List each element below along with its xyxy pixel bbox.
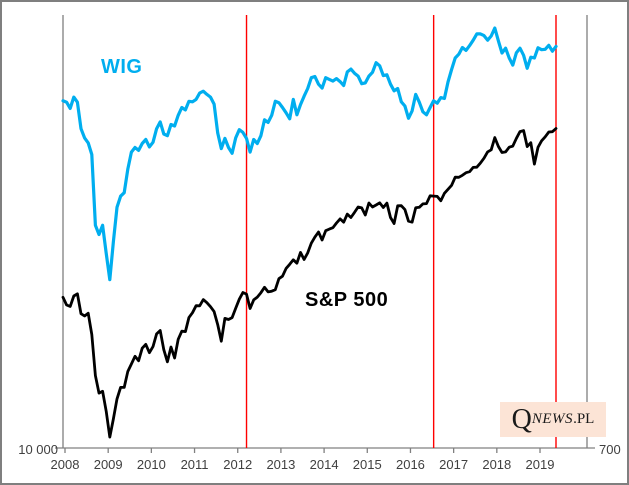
- x-tick-label: 2016: [395, 457, 425, 472]
- left-axis-min-label: 10 000: [18, 442, 58, 457]
- wig-series-label: WIG: [101, 56, 143, 78]
- qnews-watermark: Q NEWS .PL: [500, 402, 606, 437]
- qnews-watermark-q: Q: [511, 403, 532, 435]
- qnews-watermark-pl: .PL: [573, 411, 595, 427]
- x-tick-label: 2009: [93, 457, 123, 472]
- qnews-watermark-news: NEWS: [531, 411, 574, 427]
- x-tick-label: 2013: [266, 457, 296, 472]
- right-axis-min-label: 700: [599, 442, 621, 457]
- x-tick-label: 2015: [352, 457, 382, 472]
- wig-line: [61, 26, 558, 282]
- x-tick-label: 2010: [136, 457, 166, 472]
- x-tick-label: 2011: [180, 457, 209, 472]
- x-tick-label: 2012: [223, 457, 253, 472]
- sp500-line: [61, 127, 558, 439]
- x-tick-label: 2018: [482, 457, 512, 472]
- x-tick-label: 2008: [50, 457, 80, 472]
- x-tick-label: 2019: [525, 457, 555, 472]
- sp500-series-label: S&P 500: [305, 289, 389, 311]
- x-tick-label: 2014: [309, 457, 339, 472]
- x-tick-label: 2017: [439, 457, 469, 472]
